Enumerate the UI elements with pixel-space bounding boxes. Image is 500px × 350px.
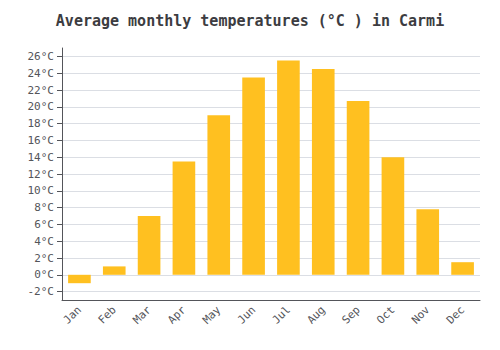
svg-text:Aug: Aug <box>305 303 328 326</box>
svg-text:Sep: Sep <box>339 303 362 326</box>
svg-text:May: May <box>200 303 223 326</box>
svg-text:Dec: Dec <box>444 303 467 326</box>
svg-text:4°C: 4°C <box>34 235 54 248</box>
svg-text:8°C: 8°C <box>34 201 54 214</box>
svg-text:20°C: 20°C <box>28 100 55 113</box>
svg-text:-2°C: -2°C <box>28 285 55 298</box>
svg-text:6°C: 6°C <box>34 218 54 231</box>
svg-text:Jun: Jun <box>235 303 258 326</box>
svg-text:0°C: 0°C <box>34 268 54 281</box>
svg-text:Mar: Mar <box>130 303 153 326</box>
svg-text:12°C: 12°C <box>28 168 55 181</box>
svg-text:14°C: 14°C <box>28 151 55 164</box>
svg-text:16°C: 16°C <box>28 134 55 147</box>
svg-text:18°C: 18°C <box>28 117 55 130</box>
svg-text:Jul: Jul <box>270 303 293 326</box>
svg-text:26°C: 26°C <box>28 50 55 63</box>
svg-text:10°C: 10°C <box>28 184 55 197</box>
svg-text:Apr: Apr <box>165 303 188 326</box>
svg-text:Feb: Feb <box>96 303 119 326</box>
svg-text:2°C: 2°C <box>34 252 54 265</box>
svg-text:24°C: 24°C <box>28 67 55 80</box>
svg-text:Oct: Oct <box>374 303 397 326</box>
svg-text:Jan: Jan <box>61 303 84 326</box>
svg-text:Nov: Nov <box>409 303 432 326</box>
svg-text:22°C: 22°C <box>28 84 55 97</box>
svg-text:Average monthly temperatures (: Average monthly temperatures (°C ) in Ca… <box>56 12 444 30</box>
